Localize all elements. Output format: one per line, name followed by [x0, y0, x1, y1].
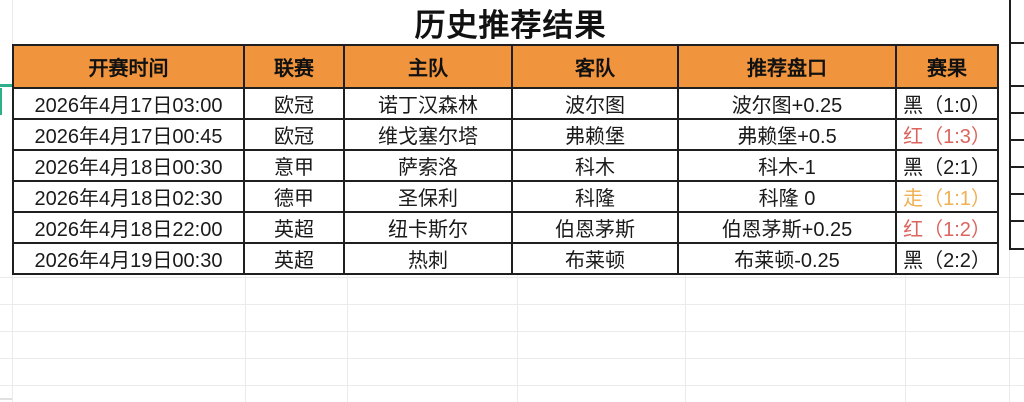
cell-result[interactable]: 黑（2:2）	[895, 242, 999, 275]
partial-cell-border	[1011, 112, 1024, 114]
gridline-h	[0, 277, 1024, 278]
gridline-v	[245, 250, 246, 402]
header-start-time[interactable]: 开赛时间	[12, 44, 245, 89]
cell-home[interactable]: 萨索洛	[343, 149, 513, 182]
cell-result[interactable]: 红（1:2）	[895, 211, 999, 244]
cell-handicap[interactable]: 科木-1	[677, 149, 897, 182]
cell-league[interactable]: 欧冠	[243, 118, 345, 151]
table-row: 2026年4月17日03:00 欧冠 诺丁汉森林 波尔图 波尔图+0.25 黑（…	[12, 87, 999, 120]
gridline-h	[0, 385, 1024, 386]
partial-cell-border	[1011, 248, 1024, 250]
gridline-v	[347, 250, 348, 402]
cell-handicap[interactable]: 波尔图+0.25	[677, 87, 897, 120]
cell-time[interactable]: 2026年4月18日22:00	[12, 211, 245, 244]
cell-away[interactable]: 伯恩茅斯	[511, 211, 679, 244]
cell-time[interactable]: 2026年4月18日02:30	[12, 180, 245, 213]
gridline-h	[0, 331, 1024, 332]
gridline-v	[905, 250, 906, 402]
cell-league[interactable]: 德甲	[243, 180, 345, 213]
gridline-h	[0, 358, 1024, 359]
cell-result[interactable]: 红（1:3）	[895, 118, 999, 151]
cell-handicap[interactable]: 科隆 0	[677, 180, 897, 213]
partial-cell-border	[1011, 166, 1024, 168]
header-result[interactable]: 赛果	[895, 44, 999, 89]
table-row: 2026年4月17日00:45 欧冠 维戈塞尔塔 弗赖堡 弗赖堡+0.5 红（1…	[12, 118, 999, 151]
header-home-team[interactable]: 主队	[343, 44, 513, 89]
partial-cell-border	[1011, 42, 1024, 44]
cell-home[interactable]: 维戈塞尔塔	[343, 118, 513, 151]
table-row: 2026年4月19日00:30 英超 热刺 布莱顿 布莱顿-0.25 黑（2:2…	[12, 242, 999, 275]
selection-accent-horizontal	[0, 84, 12, 87]
cell-away[interactable]: 弗赖堡	[511, 118, 679, 151]
header-row: 开赛时间 联赛 主队 客队 推荐盘口 赛果	[12, 44, 999, 89]
gridline-v	[685, 250, 686, 402]
cell-home[interactable]: 热刺	[343, 242, 513, 275]
cell-time[interactable]: 2026年4月18日00:30	[12, 149, 245, 182]
cell-home[interactable]: 纽卡斯尔	[343, 211, 513, 244]
cell-result[interactable]: 黑（1:0）	[895, 87, 999, 120]
cell-handicap[interactable]: 弗赖堡+0.5	[677, 118, 897, 151]
partial-next-column	[1009, 0, 1024, 250]
selection-accent-vertical	[0, 88, 2, 115]
cell-result[interactable]: 走（1:1）	[895, 180, 999, 213]
page-title: 历史推荐结果	[414, 8, 607, 43]
cell-away[interactable]: 科隆	[511, 180, 679, 213]
cell-league[interactable]: 英超	[243, 211, 345, 244]
gridline-h	[0, 398, 12, 400]
cell-league[interactable]: 英超	[243, 242, 345, 275]
recommendation-history-table: 开赛时间 联赛 主队 客队 推荐盘口 赛果 2026年4月17日03:00 欧冠…	[12, 44, 999, 275]
partial-cell-border	[1011, 220, 1024, 222]
table-row: 2026年4月18日02:30 德甲 圣保利 科隆 科隆 0 走（1:1）	[12, 180, 999, 213]
cell-time[interactable]: 2026年4月17日00:45	[12, 118, 245, 151]
partial-cell-border	[1011, 85, 1024, 87]
cell-handicap[interactable]: 伯恩茅斯+0.25	[677, 211, 897, 244]
table-row: 2026年4月18日00:30 意甲 萨索洛 科木 科木-1 黑（2:1）	[12, 149, 999, 182]
gridline-v	[1009, 250, 1010, 402]
header-league[interactable]: 联赛	[243, 44, 345, 89]
cell-league[interactable]: 意甲	[243, 149, 345, 182]
partial-cell-border	[1011, 139, 1024, 141]
table-row: 2026年4月18日22:00 英超 纽卡斯尔 伯恩茅斯 伯恩茅斯+0.25 红…	[12, 211, 999, 244]
header-handicap[interactable]: 推荐盘口	[677, 44, 897, 89]
header-away-team[interactable]: 客队	[511, 44, 679, 89]
cell-league[interactable]: 欧冠	[243, 87, 345, 120]
cell-away[interactable]: 科木	[511, 149, 679, 182]
gridline-v	[12, 250, 13, 402]
cell-result[interactable]: 黑（2:1）	[895, 149, 999, 182]
gridline-h	[0, 304, 1024, 305]
cell-time[interactable]: 2026年4月17日03:00	[12, 87, 245, 120]
cell-home[interactable]: 诺丁汉森林	[343, 87, 513, 120]
cell-time[interactable]: 2026年4月19日00:30	[12, 242, 245, 275]
gridline-v	[517, 250, 518, 402]
cell-handicap[interactable]: 布莱顿-0.25	[677, 242, 897, 275]
cell-home[interactable]: 圣保利	[343, 180, 513, 213]
cell-away[interactable]: 布莱顿	[511, 242, 679, 275]
cell-away[interactable]: 波尔图	[511, 87, 679, 120]
gridline-v	[12, 0, 13, 45]
partial-cell-border	[1011, 193, 1024, 195]
